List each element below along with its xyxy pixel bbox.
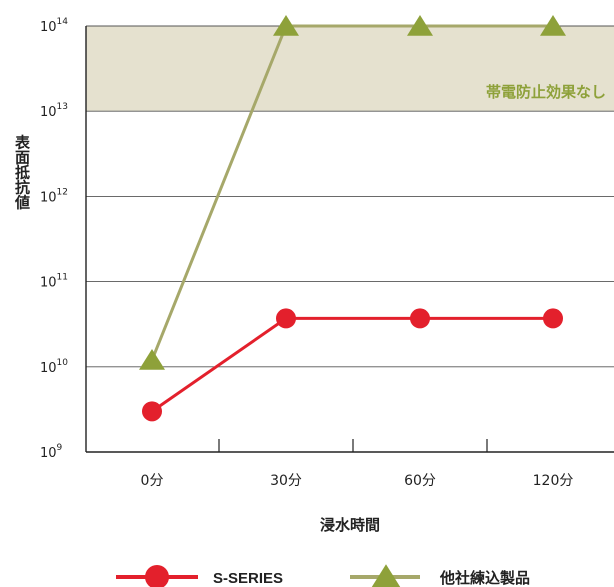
x-tick-label: 60分	[404, 473, 436, 489]
y-tick-label: 1010	[40, 358, 68, 376]
series-layer	[139, 14, 566, 422]
y-tick-base: 10	[40, 190, 57, 205]
y-tick-label: 1012	[40, 187, 68, 205]
y-tick-base: 10	[40, 276, 57, 291]
y-tick-exponent: 10	[57, 358, 69, 368]
y-tick-label: 1011	[40, 273, 68, 291]
y-axis-title: 表面抵抗値	[13, 134, 31, 211]
y-tick-exponent: 9	[57, 443, 63, 453]
data-point-triangle	[273, 14, 299, 36]
y-tick-exponent: 14	[57, 17, 69, 27]
legend-label: 他社練込製品	[439, 569, 530, 587]
data-point-circle	[276, 308, 296, 329]
series-line	[150, 24, 553, 361]
y-tick-base: 10	[40, 105, 57, 120]
x-tick-label: 30分	[270, 473, 302, 489]
legend-entry-1: S-SERIES	[116, 565, 283, 587]
y-tick-exponent: 12	[57, 187, 68, 197]
legend-label: S-SERIES	[213, 570, 283, 587]
no-antistatic-band	[86, 26, 614, 112]
y-tick-label: 1013	[40, 102, 68, 120]
y-tick-exponent: 13	[57, 102, 68, 112]
x-tick-label: 120分	[533, 473, 574, 489]
data-point-triangle	[540, 14, 566, 36]
legend-marker-triangle	[371, 564, 401, 587]
x-axis-title: 浸水時間	[320, 516, 380, 534]
y-tick-label: 1014	[40, 17, 68, 35]
no-antistatic-band-area	[86, 26, 614, 112]
x-tick-label: 0分	[141, 473, 164, 489]
y-tick-exponent: 11	[57, 273, 68, 283]
y-tick-base: 10	[40, 361, 57, 376]
series-1	[142, 308, 563, 422]
data-point-circle	[410, 308, 430, 329]
data-point-triangle	[407, 14, 433, 36]
legend-entry-2: 他社練込製品	[350, 564, 530, 587]
y-tick-base: 10	[40, 20, 57, 35]
legend-marker-circle	[145, 565, 169, 587]
data-point-circle	[142, 401, 162, 422]
data-point-circle	[543, 308, 563, 329]
y-tick-base: 10	[40, 446, 57, 461]
axes	[85, 26, 488, 452]
y-tick-label: 109	[40, 443, 63, 461]
data-point-triangle	[139, 349, 165, 370]
legend: S-SERIES 他社練込製品	[116, 564, 530, 587]
series-line	[151, 316, 553, 413]
band-label: 帯電防止効果なし	[486, 83, 606, 101]
series-2	[139, 14, 566, 370]
